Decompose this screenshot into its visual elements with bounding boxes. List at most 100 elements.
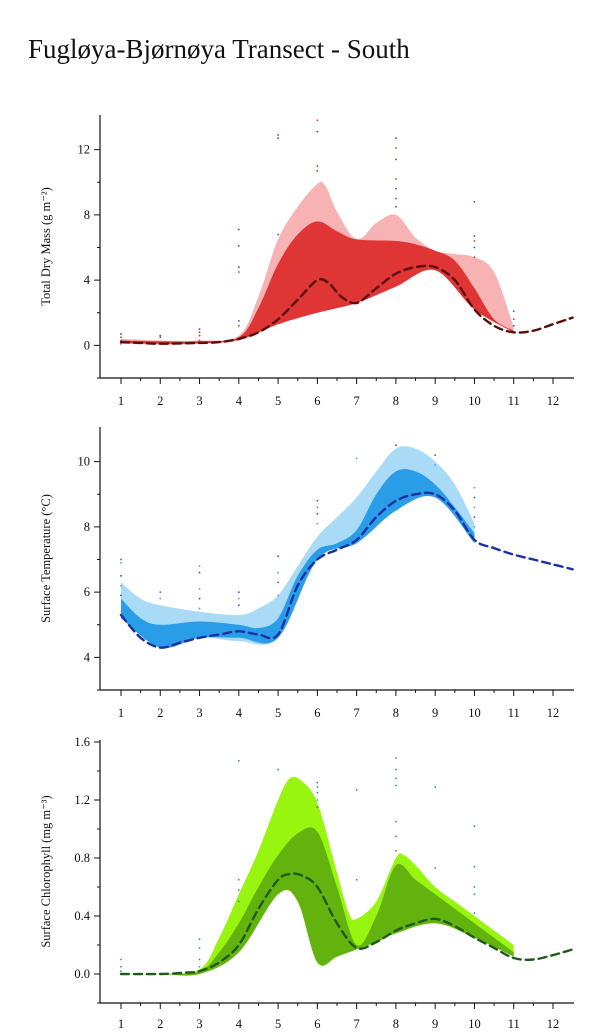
surface-chlorophyll-x-tick-label: 11 [508,1017,520,1031]
surface-temperature-data-point [473,496,476,499]
total-dry-mass-x-tick-label: 4 [236,394,243,408]
total-dry-mass-y-tick-label: 12 [78,143,91,157]
surface-chlorophyll-data-point [473,825,476,827]
surface-chlorophyll-x-tick-label: 7 [354,1017,360,1031]
surface-temperature-data-point [198,571,201,574]
surface-chlorophyll-x-tick-label: 4 [236,1017,243,1031]
total-dry-mass-y-tick-label: 0 [84,338,90,352]
surface-temperature-data-point [120,558,122,561]
surface-chlorophyll-data-point [198,965,201,968]
surface-chlorophyll-data-point [198,938,201,941]
surface-temperature-data-point [277,555,279,558]
total-dry-mass-data-point [120,339,122,342]
surface-chlorophyll-data-point [395,849,397,852]
surface-temperature-y-axis-label: Surface Temperature (°C) [39,494,53,623]
surface-temperature-data-point [355,457,358,460]
total-dry-mass-data-point [395,158,397,161]
total-dry-mass-data-point [198,339,201,342]
surface-temperature-y-tick-label: 6 [84,585,90,599]
total-dry-mass-data-point [395,187,397,190]
total-dry-mass-data-point [120,333,122,335]
total-dry-mass-data-point [473,235,476,237]
total-dry-mass-data-point [473,246,476,249]
surface-temperature-data-point [159,597,162,600]
surface-temperature-data-point [120,584,122,587]
surface-chlorophyll-data-point [237,889,240,891]
surface-chlorophyll-data-point [473,886,476,888]
surface-temperature-plot-area [119,444,574,649]
surface-chlorophyll-x-tick-label: 2 [157,1017,163,1031]
total-dry-mass-x-tick-label: 8 [393,394,399,408]
surface-temperature-data-point [395,444,397,447]
total-dry-mass-x-tick-label: 1 [118,394,124,408]
surface-temperature-data-point [316,499,319,502]
total-dry-mass-data-point [237,271,240,273]
surface-temperature-x-tick-label: 8 [393,706,399,720]
total-dry-mass-data-point [473,256,476,259]
surface-chlorophyll-data-point [355,878,358,881]
surface-chlorophyll-data-point [434,786,437,788]
total-dry-mass-data-point [512,310,515,313]
surface-chlorophyll-data-point [395,835,397,838]
surface-temperature-data-point [237,604,240,607]
total-dry-mass-data-point [395,178,397,180]
surface-chlorophyll-y-tick-label: 0.4 [74,909,90,923]
total-dry-mass-plot-area [119,119,574,345]
surface-chlorophyll-data-point [473,865,476,868]
surface-temperature-data-point [277,581,279,584]
surface-chlorophyll-data-point [316,781,319,784]
surface-temperature-x-tick-label: 5 [275,706,281,720]
total-dry-mass-data-point [120,342,122,345]
surface-chlorophyll-data-point [316,786,319,788]
total-dry-mass-data-point [237,244,240,247]
total-dry-mass-data-point [277,137,279,140]
surface-temperature-data-point [473,486,476,489]
total-dry-mass-data-point [316,169,319,172]
page-title: Fugløya-Bjørnøya Transect - South [28,34,410,64]
surface-temperature-data-point [198,607,201,610]
total-dry-mass-inner-band [121,221,514,344]
surface-chlorophyll-y-tick-label: 1.6 [74,735,90,749]
surface-temperature-data-point [473,516,476,518]
total-dry-mass-data-point [395,147,397,149]
total-dry-mass-x-tick-label: 9 [432,394,438,408]
surface-chlorophyll-data-point [198,958,201,961]
surface-temperature-x-tick-label: 11 [508,706,520,720]
surface-temperature-data-point [159,591,162,594]
surface-temperature-x-tick-label: 3 [196,706,202,720]
surface-chlorophyll-data-point [473,893,476,896]
surface-temperature-x-tick-label: 1 [118,706,124,720]
total-dry-mass-x-tick-label: 6 [314,394,320,408]
surface-chlorophyll-data-point [120,958,122,961]
surface-temperature-data-point [316,506,319,509]
total-dry-mass-mean-line [119,264,574,345]
surface-chlorophyll-data-point [237,900,240,903]
total-dry-mass-y-tick-label: 4 [84,273,91,287]
total-dry-mass-data-point [277,134,279,136]
surface-temperature-data-point [198,565,201,567]
surface-temperature-data-point [277,571,279,574]
surface-temperature-x-tick-label: 7 [354,706,360,720]
total-dry-mass-data-point [198,331,201,334]
total-dry-mass-x-tick-label: 5 [275,394,281,408]
total-dry-mass-data-point [120,336,122,339]
surface-chlorophyll-data-point [395,757,397,759]
surface-temperature-x-tick-label: 10 [468,706,481,720]
surface-temperature-inner-band [121,469,475,649]
total-dry-mass-data-point [473,240,476,242]
surface-chlorophyll-data-point [395,784,397,787]
surface-temperature-data-point [198,587,201,590]
total-dry-mass-data-point [159,334,162,337]
total-dry-mass-y-tick-label: 8 [84,208,90,222]
surface-temperature-x-tick-label: 9 [432,706,438,720]
total-dry-mass-y-axis-label: Total Dry Mass (g m⁻²) [39,187,53,305]
surface-temperature-data-point [237,591,240,594]
surface-temperature-mean-line [119,491,574,649]
total-dry-mass-x-tick-label: 3 [196,394,202,408]
surface-chlorophyll-x-tick-label: 12 [547,1017,560,1031]
surface-chlorophyll-x-tick-label: 8 [393,1017,399,1031]
surface-chlorophyll-inner-band [121,827,514,976]
total-dry-mass-data-point [316,130,319,133]
